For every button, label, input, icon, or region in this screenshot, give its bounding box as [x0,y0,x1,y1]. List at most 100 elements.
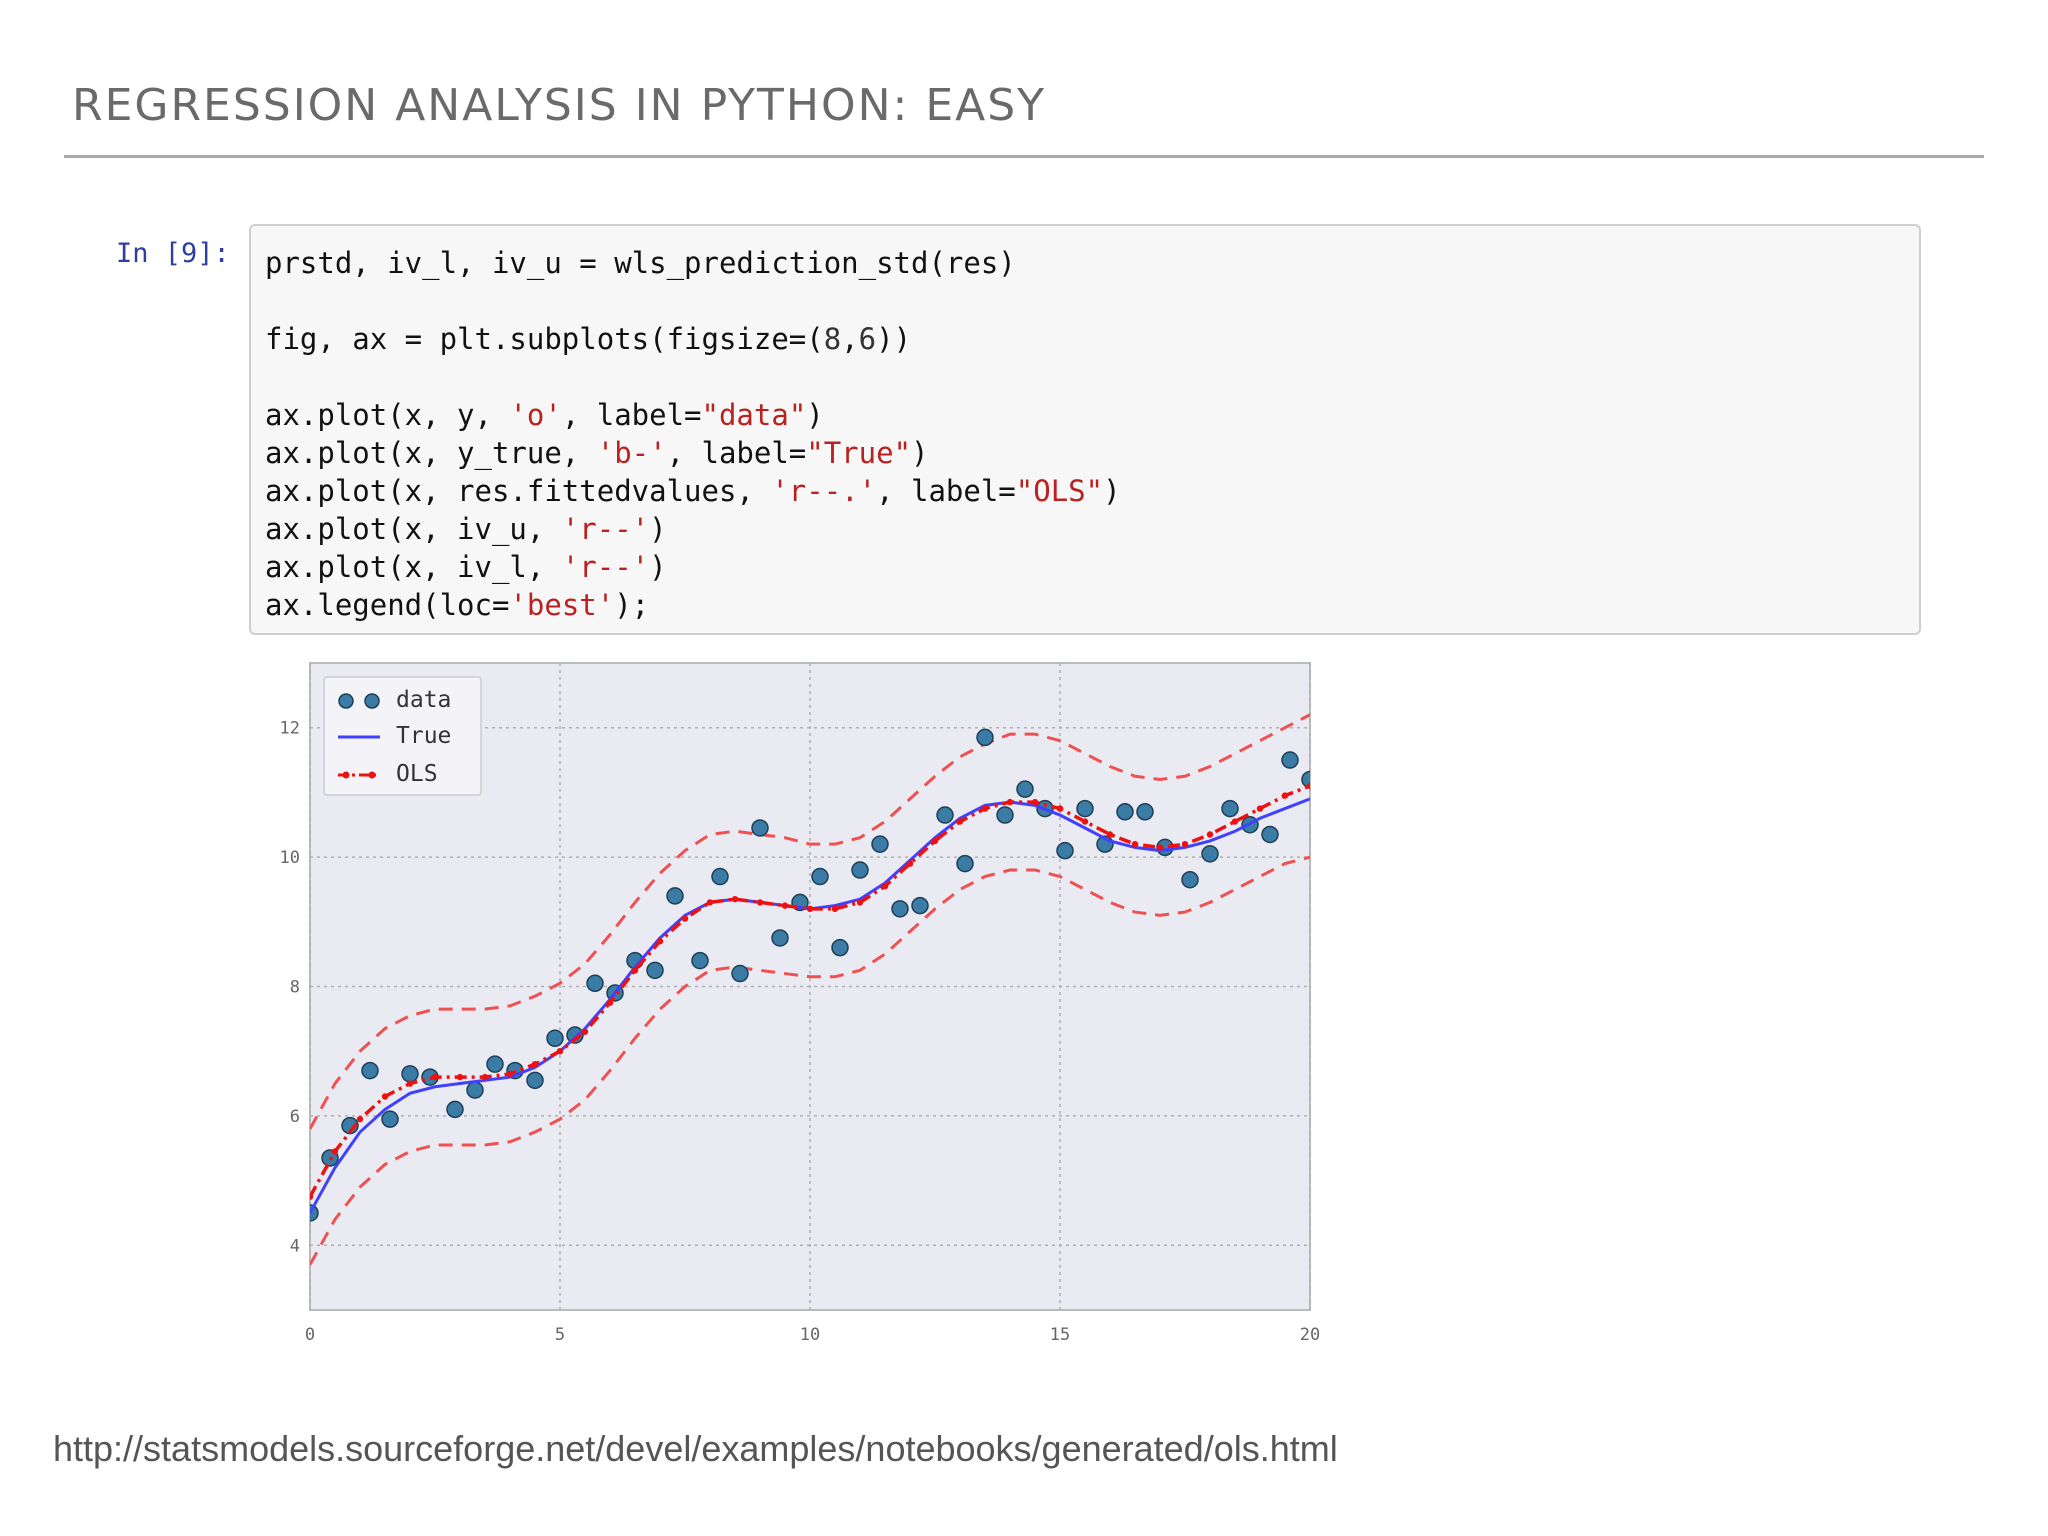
code-cell[interactable]: prstd, iv_l, iv_u = wls_prediction_std(r… [249,224,1921,635]
ols-point [731,895,739,903]
ols-point [906,860,914,867]
code-token: ) [806,398,824,432]
slide-title: REGRESSION ANALYSIS IN PYTHON: EASY [72,80,1047,131]
y-tick-label: 12 [280,719,300,739]
code-text: prstd, iv_l, iv_u = wls_prediction_std(r… [265,244,1905,624]
code-token: 'r--.' [771,474,877,508]
code-line: prstd, iv_l, iv_u = wls_prediction_std(r… [265,244,1905,282]
legend-label: data [396,687,451,713]
ols-point [1081,818,1089,825]
code-line: ax.plot(x, iv_u, 'r--') [265,510,1905,548]
y-tick-label: 4 [290,1236,300,1256]
legend-ols-marker [342,771,350,779]
legend-data-marker [338,693,354,709]
y-tick-label: 8 [290,978,300,998]
data-point [401,1065,419,1083]
x-tick-label: 15 [1050,1325,1070,1345]
ols-point [381,1093,389,1100]
title-divider [64,155,1984,158]
ols-point [310,1193,314,1200]
x-tick-label: 20 [1300,1325,1320,1345]
ols-point [1281,792,1289,799]
data-point [1116,803,1134,821]
legend-data-marker [364,693,380,709]
data-point [1261,825,1279,844]
cell-prompt: In [9]: [116,238,230,269]
code-token: , label= [876,474,1016,508]
ols-point [831,905,839,913]
ols-point [481,1073,489,1081]
ols-point [981,805,989,812]
upper-band-line [310,713,1310,1130]
data-point [566,1026,584,1044]
code-token: 6 [858,322,877,356]
data-point [711,867,729,886]
data-point [1201,845,1219,863]
ols-point [1056,805,1064,812]
code-line: ax.plot(x, y_true, 'b-', label="True") [265,434,1905,472]
ols-point [806,905,814,913]
data-point [956,854,974,873]
code-token: , [841,322,859,356]
code-token: ) [649,512,667,546]
x-tick-label: 5 [555,1325,565,1345]
code-line: ax.plot(x, y, 'o', label="data") [265,396,1905,434]
data-point [586,974,604,993]
code-token: "OLS" [1015,474,1104,508]
data-point [466,1081,484,1099]
source-url[interactable]: http://statsmodels.sourceforge.net/devel… [53,1428,1338,1469]
ols-point [1106,831,1114,838]
ols-point [1206,831,1214,838]
ols-point [881,883,889,890]
ols-point [606,999,614,1006]
ols-line [310,784,1310,1198]
legend-label: True [396,723,451,749]
code-token: fig, ax = plt.subplots(figsize=( [265,322,824,356]
ols-point [756,899,764,906]
data-point [751,819,769,837]
data-point [911,896,929,915]
legend-ols-marker [368,771,376,779]
code-token: prstd, iv_l, iv_u = wls_prediction_std(r… [265,246,1016,280]
data-point [1281,751,1299,769]
ols-point [1231,818,1239,825]
data-point [666,887,684,905]
x-tick-label: 0 [305,1325,315,1345]
ols-point [781,902,789,909]
code-token: 8 [823,322,842,356]
lower-band-line [310,855,1310,1266]
code-line [265,358,1905,396]
code-token: ax.legend(loc= [265,588,510,622]
data-point [1136,803,1154,821]
data-point [831,938,849,957]
code-token: "data" [701,398,807,432]
code-token: ax.plot(x, y, [265,398,510,432]
data-point [871,835,889,853]
data-point [1056,841,1074,860]
code-line: fig, ax = plt.subplots(figsize=(8,6)) [265,320,1905,358]
data-point [996,806,1014,824]
data-point [646,961,664,980]
data-point [1221,799,1239,818]
ols-point [931,837,939,845]
code-token: 'b-' [596,436,667,470]
data-point [851,861,869,879]
ols-point [956,818,964,825]
data-point [361,1061,379,1080]
y-tick-label: 6 [290,1107,300,1127]
code-token: ax.plot(x, res.fittedvalues, [265,474,772,508]
data-point [446,1100,464,1119]
data-point [381,1110,399,1128]
code-token: ax.plot(x, iv_u, [265,512,562,546]
y-tick-label: 10 [280,848,300,868]
code-line: ax.legend(loc='best'); [265,586,1905,624]
ols-point [1006,798,1014,806]
data-point [891,900,909,918]
data-point [486,1055,504,1073]
x-tick-label: 10 [800,1325,820,1345]
ols-point [556,1048,564,1055]
code-token: 'r--' [561,550,650,584]
ols-point [1181,840,1189,848]
ols-point [356,1115,364,1123]
code-token: 'best' [509,588,615,622]
